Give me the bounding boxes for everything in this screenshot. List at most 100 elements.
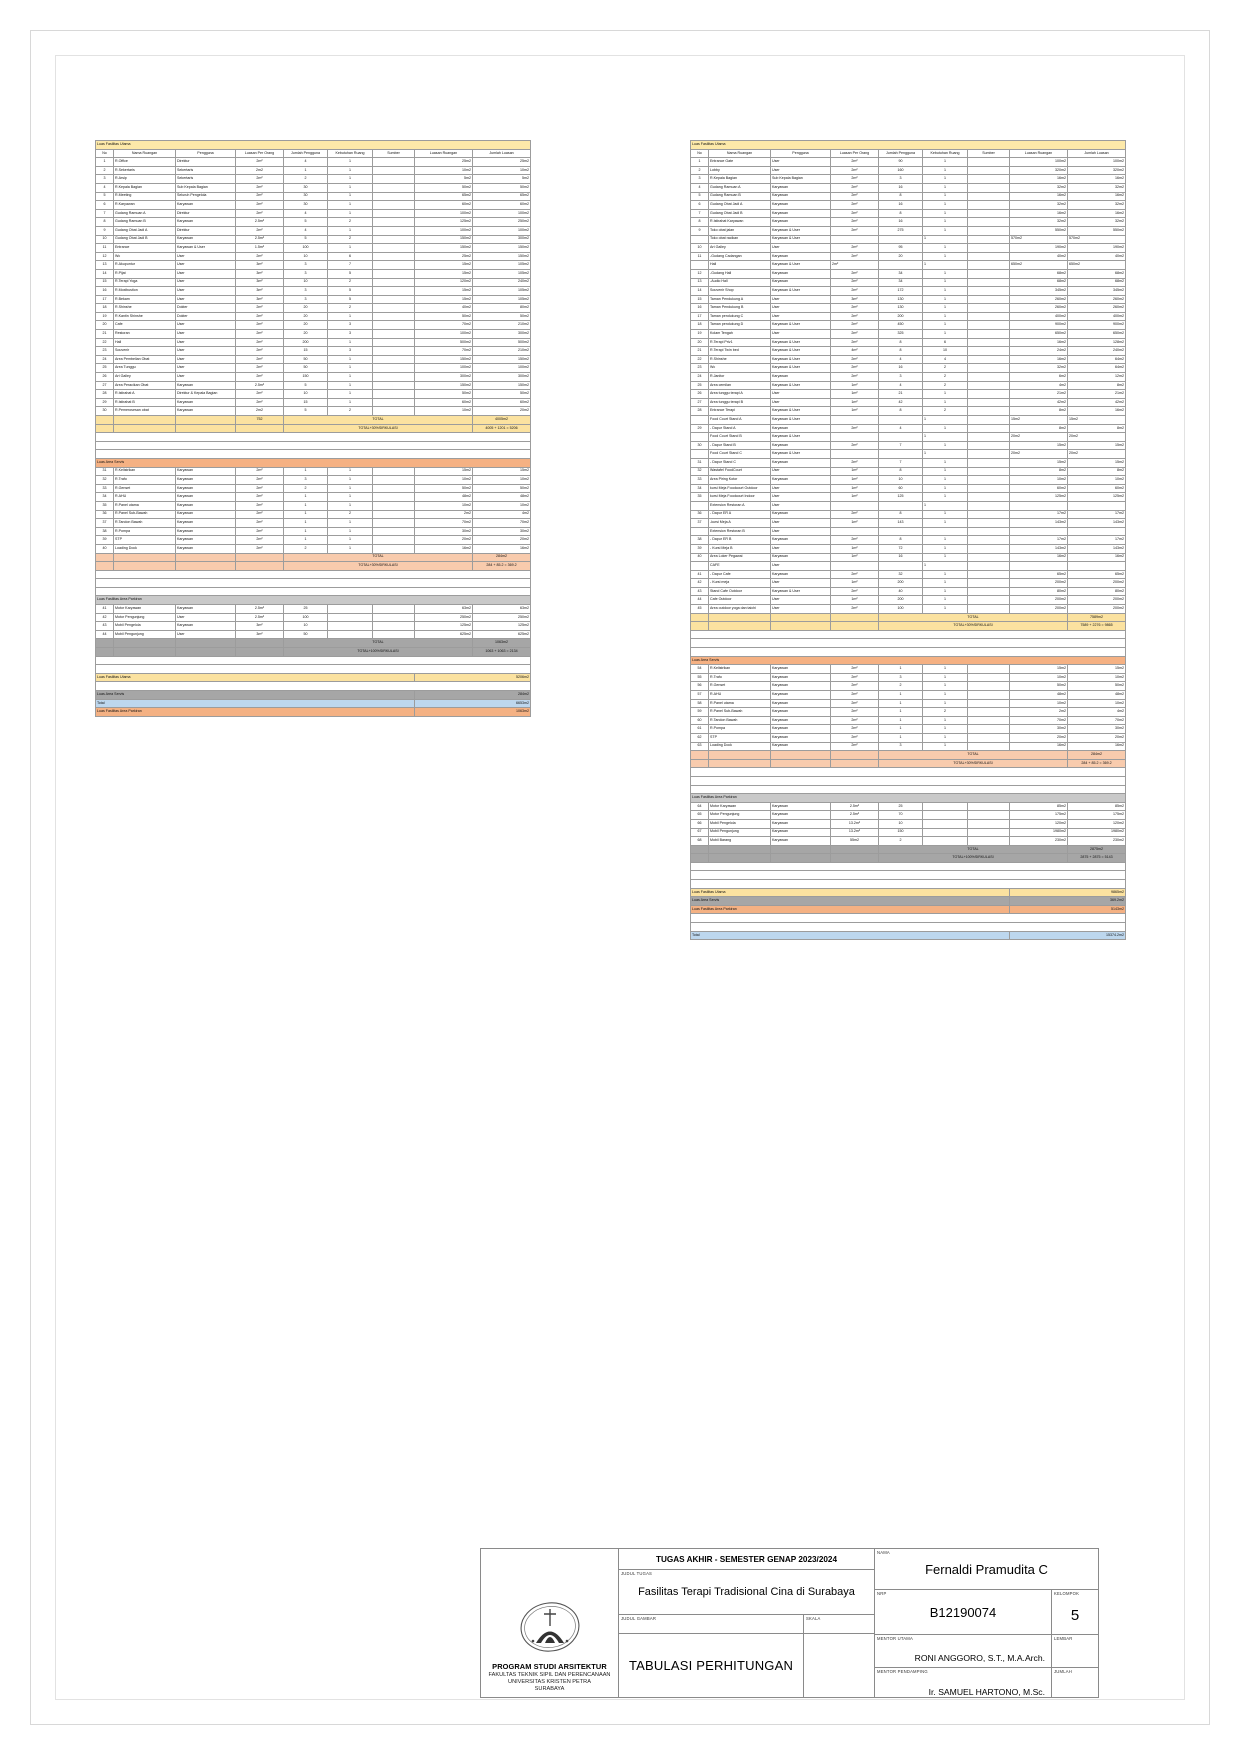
table-cell: 10m2 [1009, 698, 1068, 709]
table-cell: 2m² [235, 543, 284, 554]
table-cell: 10 [95, 234, 114, 245]
table-cell [708, 844, 771, 855]
table-cell: 28 [690, 406, 709, 416]
table-cell: 15 [690, 294, 709, 305]
section-header-parkiran: Luas Fasilitas Area Parkiran [690, 793, 1126, 803]
table-cell: Karyawan [770, 217, 831, 227]
table-cell: 8 [878, 346, 923, 356]
table-spacer [690, 861, 1126, 872]
table-cell: 30 [690, 440, 709, 451]
table-cell: 70 [878, 810, 923, 820]
table-cell: 200m2 [1009, 578, 1068, 588]
table-cell: 1m² [830, 475, 879, 485]
table-cell: Karyawan [770, 277, 831, 288]
table-cell: Area cemilan [708, 380, 771, 391]
table-cell: 1m² [830, 578, 879, 588]
table-cell: 32m2 [1067, 217, 1126, 227]
table-cell: 7 [878, 457, 923, 468]
table-row: 34 kursi Meja Foodcourt Outdoor User 1m² 60 1… [690, 483, 1126, 494]
table-cell: R.Panel utama [708, 698, 771, 709]
table-cell: 2m² [235, 225, 284, 236]
table-cell: 1 [922, 182, 968, 193]
table-cell: Area Tunggu [113, 363, 176, 374]
table-cell: User [770, 294, 831, 305]
table-cell [967, 483, 1010, 494]
table-cell: 16m2 [1009, 208, 1068, 219]
table-cell: R.Panel utama [113, 500, 176, 511]
table-spacer [95, 569, 531, 580]
table-cell: 59 [690, 707, 709, 717]
table-row: CAFE User 1 [690, 561, 1126, 571]
table-cell: 2m² [830, 698, 879, 709]
table-cell [690, 526, 709, 537]
table-cell: Karyawan & User [770, 415, 831, 425]
table-cell: 16m2 [414, 543, 473, 554]
table-cell: 68m2 [1009, 268, 1068, 279]
table-cell: 2m² [830, 423, 879, 434]
table-cell: 4 [95, 182, 114, 193]
table-cell [922, 810, 968, 820]
table-cell: 10m2 [414, 475, 473, 485]
table-cell: 4 [283, 208, 328, 219]
table-cell: Karyawan & User [175, 243, 236, 253]
table-cell: Entrance [113, 243, 176, 253]
table-cell: R.Moxibustion [113, 286, 176, 296]
table-cell [967, 354, 1010, 365]
table-cell [372, 406, 415, 416]
table-cell: 16m2 [1009, 552, 1068, 563]
table-row: 5 Gudang Ramuan B Karyawan 2m² 8 1 16m2 16m2 [690, 191, 1126, 202]
table-row: 40 Area Loker Pegawai Karyawan 1m² 16 1 16m2 16… [690, 552, 1126, 563]
table-cell: User [770, 397, 831, 408]
table-cell: 2 [327, 303, 373, 313]
column-header: No [690, 148, 709, 159]
table-cell: R.Kelistrikan [708, 664, 771, 674]
table-cell: 24 [95, 354, 114, 365]
table-cell: 1 [878, 698, 923, 709]
table-cell: 25 [95, 363, 114, 374]
table-cell [967, 724, 1010, 734]
column-header: Sumber [372, 148, 415, 159]
table-cell: 43 [95, 621, 114, 631]
table-cell: - Dapur ER B [708, 535, 771, 545]
table-cell [235, 647, 284, 657]
table-cell: 2 [922, 372, 968, 382]
table-cell: 72 [878, 543, 923, 554]
table-cell [372, 320, 415, 331]
table-cell: 10m2 [1009, 475, 1068, 485]
table-cell: 18 [690, 320, 709, 331]
table-cell: Karyawan [770, 827, 831, 838]
table-cell: 32 [690, 466, 709, 477]
table-row: 19 R.Kantin Shinshe Dokter 2m² 20 1 50m2 50m2 [95, 311, 531, 322]
table-row: 59 R.Panel Sub-Bawah Karyawan 2m² 1 2 2m2 4m2 [690, 707, 1126, 717]
table-cell: Area tunggu terapi A [708, 389, 771, 399]
table-cell: 2m² [235, 208, 284, 219]
table-row: Hall Karyawan & User 2m² 1 650m2 650m2 [690, 260, 1126, 270]
table-cell: R.Trafo [708, 672, 771, 683]
table-cell [967, 526, 1010, 537]
circulation-total-row: TOTAL+30%SIRKULASI 284 + 85.2 = 369.2 [690, 758, 1126, 769]
table-row: 60 R.Tandon Bawah Karyawan 2m² 1 1 70m2 70m2 [690, 715, 1126, 726]
table-cell: Art Galley [708, 243, 771, 253]
table-cell: 25m2 [414, 251, 473, 262]
table-cell [967, 208, 1010, 219]
table-cell: 33 [95, 483, 114, 494]
table-cell: User [175, 294, 236, 305]
table-cell: 1 [922, 294, 968, 305]
table-cell: 35 [95, 500, 114, 511]
table-cell: User [175, 354, 236, 365]
table-cell: 8 [878, 191, 923, 202]
table-cell [327, 621, 373, 631]
table-cell: Karyawan [770, 251, 831, 262]
table-cell [830, 449, 879, 459]
table-cell: 30m2 [414, 526, 473, 537]
table-cell [372, 543, 415, 554]
table-cell: Motor Karyawan [113, 604, 176, 614]
table-cell: 1 [327, 225, 373, 236]
table-cell [922, 836, 968, 846]
column-header: Pengguna [770, 148, 831, 159]
table-cell: 16m2 [1067, 552, 1126, 563]
table-cell: 10m2 [414, 406, 473, 416]
table-row: 35 R.Panel utama Karyawan 2m² 1 1 10m2 10m2 [95, 500, 531, 511]
table-spacer [95, 449, 531, 459]
table-cell [967, 672, 1010, 683]
